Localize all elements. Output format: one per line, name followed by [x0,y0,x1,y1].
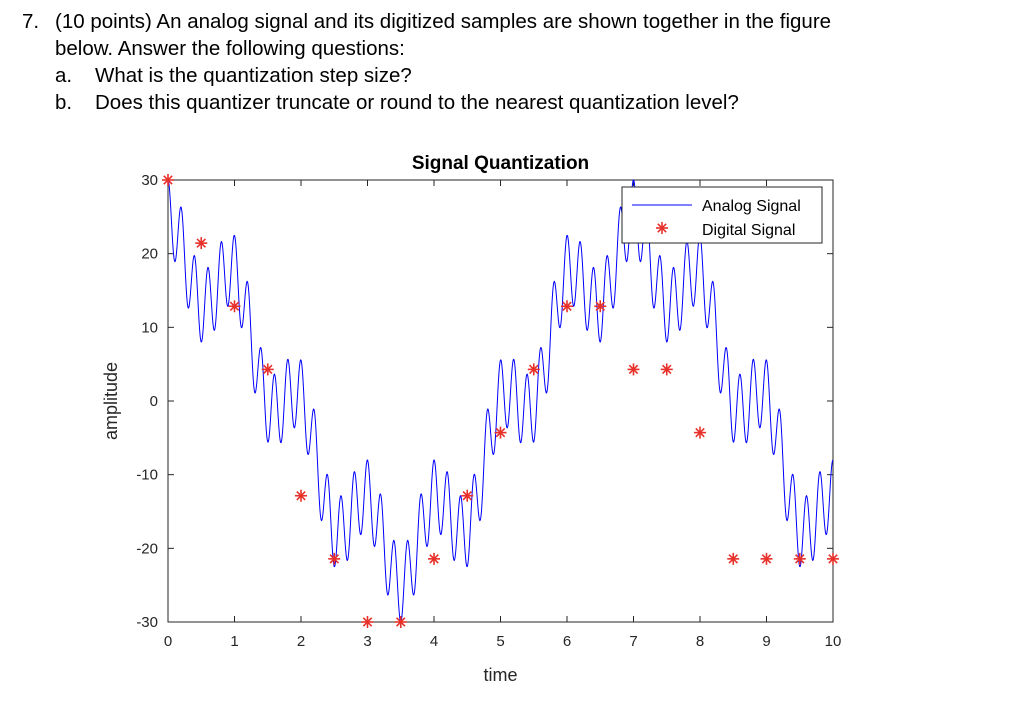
part-a-text: What is the quantization step size? [95,64,412,87]
y-tick-label: -30 [136,614,158,631]
y-tick-label: 20 [141,246,158,263]
y-tick-label: 10 [141,319,158,336]
y-tick-label: 0 [150,393,158,410]
y-tick-label: -10 [136,467,158,484]
y-axis-label: amplitude [101,362,121,440]
x-tick-label: 5 [496,633,504,650]
analog-signal-line [167,179,834,623]
chart-title: Signal Quantization [412,153,589,174]
x-tick-label: 4 [430,633,438,650]
x-tick-label: 3 [363,633,371,650]
digital-sample-point [760,552,773,565]
part-b-text: Does this quantizer truncate or round to… [95,91,739,114]
x-tick-label: 6 [563,633,571,650]
digital-sample-point [261,363,274,376]
x-tick-label: 10 [825,633,842,650]
x-tick-label: 2 [297,633,305,650]
y-tick-label: 30 [141,172,158,189]
legend-analog-label: Analog Signal [702,198,801,215]
question-part-a: a. What is the quantization step size? [22,62,1002,89]
legend-digital-swatch [656,222,668,234]
digital-sample-point [228,300,241,313]
x-tick-label: 1 [230,633,238,650]
digital-sample-point [561,300,573,313]
legend-digital-label: Digital Signal [702,222,795,239]
question-header: 7. (10 points) An analog signal and its … [22,8,1002,62]
digital-sample-point [727,552,740,565]
question-part-b: b. Does this quantizer truncate or round… [22,89,1002,116]
question-block: 7. (10 points) An analog signal and its … [22,8,1002,116]
digital-sample-point [627,363,640,376]
question-text-line1: (10 points) An analog signal and its dig… [55,10,832,33]
x-tick-label: 0 [164,633,172,650]
digital-sample-point [361,616,374,628]
digital-sample-point [461,489,474,502]
digital-sample-point [394,616,407,628]
part-b-label: b. [55,91,73,114]
digital-sample-point [494,426,507,439]
question-number: 7. [22,10,40,33]
digital-sample-point [428,552,440,565]
digital-sample-point [328,552,341,565]
digital-sample-point [527,363,540,376]
digital-sample-point [162,174,174,186]
y-tick-label: -20 [136,540,158,557]
digital-sample-point [694,426,706,439]
x-axis-label: time [483,665,517,685]
digital-sample-point [195,237,208,250]
digital-sample-point [827,552,839,565]
x-tick-label: 9 [762,633,770,650]
digital-sample-point [793,552,806,565]
digital-sample-point [660,363,673,376]
question-text-line2: below. Answer the following questions: [55,37,405,60]
part-a-label: a. [55,64,73,87]
question-text: (10 points) An analog signal and its dig… [55,8,1002,62]
legend-box [621,186,823,244]
digital-sample-point [295,489,307,502]
digital-sample-point [594,300,607,313]
x-tick-label: 8 [696,633,704,650]
x-tick-label: 7 [629,633,637,650]
